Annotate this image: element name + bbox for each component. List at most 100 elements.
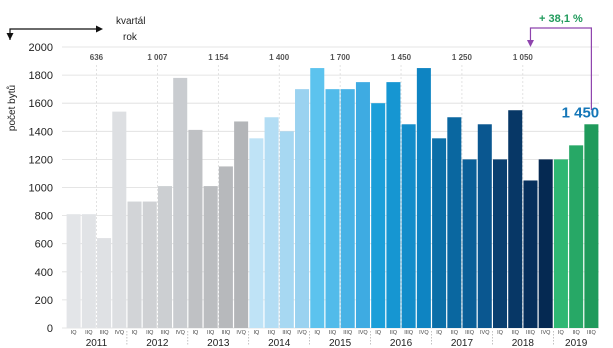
- bar: [234, 121, 249, 328]
- bar: [279, 131, 294, 328]
- bar: [355, 82, 370, 328]
- bar: [401, 124, 416, 329]
- y-tick-label: 600: [35, 239, 53, 251]
- quarter-label: IQ: [436, 330, 443, 336]
- quarter-label: IQ: [558, 330, 565, 336]
- quarter-label: IIIQ: [282, 330, 292, 336]
- y-tick-label: 200: [35, 295, 53, 307]
- quarter-label: IIQ: [85, 330, 93, 336]
- bar: [493, 159, 508, 328]
- bar: [553, 159, 568, 328]
- year-annotation: 1 700: [330, 53, 351, 62]
- quarter-label: IQ: [193, 330, 200, 336]
- quarter-label: IIQ: [268, 330, 276, 336]
- y-tick-label: 0: [47, 323, 53, 335]
- change-bracket: [526, 27, 592, 110]
- bar: [477, 124, 492, 329]
- bars: [66, 68, 599, 329]
- bar: [142, 201, 157, 328]
- year-label: 2013: [207, 338, 230, 348]
- bar: [325, 89, 340, 329]
- y-axis-title: počet bytů: [6, 85, 18, 131]
- quarter-label: IIQ: [572, 330, 580, 336]
- legend-arrow: [6, 25, 103, 40]
- bar: [416, 68, 431, 328]
- legend-year-label: rok: [123, 32, 138, 43]
- quarter-label: IIIQ: [587, 330, 597, 336]
- quarter-labels: IQ IIQ IIIQ IVQ IQ IIQ IIIQ IVQ IQ IIQ IIIQ IVQ IQ II…: [71, 330, 597, 336]
- bar: [310, 68, 325, 328]
- quarter-label: IQ: [71, 330, 78, 336]
- quarter-label: IVQ: [419, 330, 429, 336]
- year-annotation: 1 007: [147, 53, 168, 62]
- quarter-label: IVQ: [115, 330, 125, 336]
- bar: [508, 110, 523, 328]
- year-label: 2015: [329, 338, 352, 348]
- bar: [203, 186, 218, 328]
- last-value-label: 1 450: [562, 104, 600, 121]
- quarter-label: IQ: [375, 330, 382, 336]
- year-labels: 2011 2012 2013 2014 2015 2016 2017 2018 2019: [86, 331, 588, 348]
- bar: [188, 129, 203, 328]
- year-annotation: 1 450: [391, 53, 412, 62]
- bar: [66, 214, 81, 328]
- year-annotation: 1 250: [452, 53, 473, 62]
- bar: [81, 214, 96, 328]
- bar: [386, 82, 401, 328]
- year-annotation: 1 154: [208, 53, 229, 62]
- year-annotation: 636: [90, 53, 104, 62]
- bar: [218, 166, 233, 328]
- bar: [127, 201, 142, 328]
- year-label: 2011: [86, 338, 108, 348]
- y-tick-label: 2000: [29, 42, 53, 54]
- year-label: 2014: [268, 338, 291, 348]
- quarter-label: IIIQ: [221, 330, 231, 336]
- quarter-label: IVQ: [236, 330, 246, 336]
- bar: [97, 238, 112, 328]
- quarter-label: IQ: [497, 330, 504, 336]
- y-tick-label: 1200: [29, 154, 53, 166]
- quarter-label: IVQ: [358, 330, 368, 336]
- quarter-label: IVQ: [175, 330, 185, 336]
- quarter-label: IIIQ: [526, 330, 536, 336]
- quarter-label: IVQ: [297, 330, 307, 336]
- y-tick-labels: 0 200 400 600 800 1000 1200 1400 1600 1800 2000: [29, 42, 53, 335]
- bar: [295, 89, 310, 329]
- year-label: 2018: [512, 338, 535, 348]
- bar: [173, 77, 188, 328]
- year-annotations: 636 1 007 1 154 1 400 1 700 1 450 1 250 1 050: [90, 53, 534, 328]
- change-label: + 38,1 %: [539, 13, 583, 25]
- bar: [447, 117, 462, 328]
- bar: [112, 111, 127, 328]
- bar: [523, 180, 538, 328]
- quarter-label: IQ: [314, 330, 321, 336]
- quarter-label: IIQ: [390, 330, 398, 336]
- year-label: 2017: [451, 338, 474, 348]
- quarter-label: IIIQ: [100, 330, 110, 336]
- quarter-label: IIQ: [207, 330, 215, 336]
- y-tick-label: 1400: [29, 126, 53, 138]
- quarter-label: IVQ: [541, 330, 551, 336]
- bar: [264, 117, 279, 328]
- quarter-label: IIIQ: [404, 330, 414, 336]
- year-annotation: 1 400: [269, 53, 290, 62]
- bar: [538, 159, 553, 328]
- bar: [157, 186, 172, 328]
- bar: [569, 145, 584, 328]
- quarter-label: IIIQ: [161, 330, 171, 336]
- year-annotation: 1 050: [513, 53, 534, 62]
- quarter-label: IVQ: [480, 330, 490, 336]
- bar: [340, 89, 355, 329]
- quarter-label: IIQ: [146, 330, 154, 336]
- y-tick-label: 800: [35, 211, 53, 223]
- year-label: 2016: [390, 338, 413, 348]
- y-tick-label: 400: [35, 267, 53, 279]
- y-tick-label: 1000: [29, 183, 53, 195]
- quarter-label: IIQ: [451, 330, 459, 336]
- year-label: 2019: [565, 338, 588, 348]
- bar: [249, 138, 264, 328]
- bar: [371, 103, 386, 328]
- year-label: 2012: [146, 338, 169, 348]
- bar: [462, 159, 477, 328]
